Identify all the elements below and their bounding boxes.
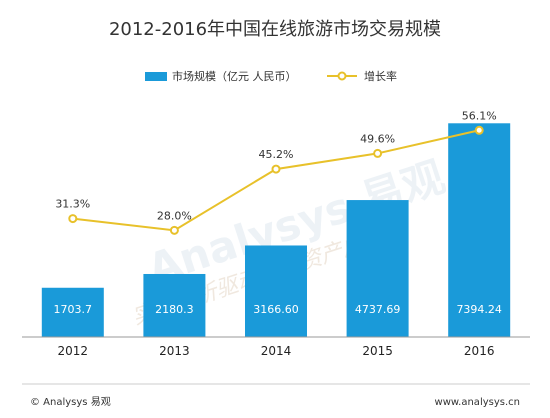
legend-bar-label: 市场规模（亿元 人民币）: [172, 69, 297, 83]
bar-value-label: 2180.3: [155, 303, 194, 316]
bar-2015: [346, 200, 409, 337]
growth-labels: 31.3% 28.0% 45.2% 49.6% 56.1%: [55, 109, 496, 222]
legend-line-marker: [337, 71, 347, 81]
x-tick-label: 2015: [362, 344, 393, 358]
growth-value-label: 28.0%: [157, 209, 192, 222]
bar-2014: [245, 245, 307, 337]
growth-point-2014: [271, 164, 281, 174]
bar-labels: 1703.7 2180.3 3166.60 4737.69 7394.24: [54, 303, 502, 316]
growth-point-2016: [474, 125, 484, 135]
growth-value-label: 45.2%: [259, 148, 294, 161]
x-tick-label: 2012: [58, 344, 89, 358]
footer-url: www.analysys.cn: [435, 397, 520, 408]
legend: 市场规模（亿元 人民币） 增长率: [145, 69, 397, 83]
growth-value-label: 56.1%: [462, 109, 497, 122]
growth-point-2013: [169, 225, 179, 235]
bar-2016: [448, 123, 511, 338]
bar-value-label: 1703.7: [54, 303, 93, 316]
x-tick-label: 2013: [159, 344, 190, 358]
bar-value-label: 4737.69: [355, 303, 401, 316]
growth-line-series: [68, 125, 484, 235]
x-tick-label: 2016: [464, 344, 495, 358]
growth-value-label: 49.6%: [360, 132, 395, 145]
growth-point-2012: [68, 214, 78, 224]
legend-line-label: 增长率: [364, 69, 397, 83]
bar-value-label: 7394.24: [456, 303, 502, 316]
footer-copyright: © Analysys 易观: [30, 396, 111, 408]
bar-series: [41, 123, 511, 338]
chart-title: 2012-2016年中国在线旅游市场交易规模: [109, 19, 441, 40]
legend-bar-swatch: [145, 72, 167, 81]
x-tick-label: 2014: [261, 344, 292, 358]
growth-value-label: 31.3%: [55, 198, 90, 211]
growth-point-2015: [373, 148, 383, 158]
bar-2012: [41, 287, 104, 337]
x-axis-tick-labels: 2012 2013 2014 2015 2016: [58, 344, 495, 358]
bar-2013: [143, 273, 206, 337]
bar-value-label: 3166.60: [253, 303, 299, 316]
